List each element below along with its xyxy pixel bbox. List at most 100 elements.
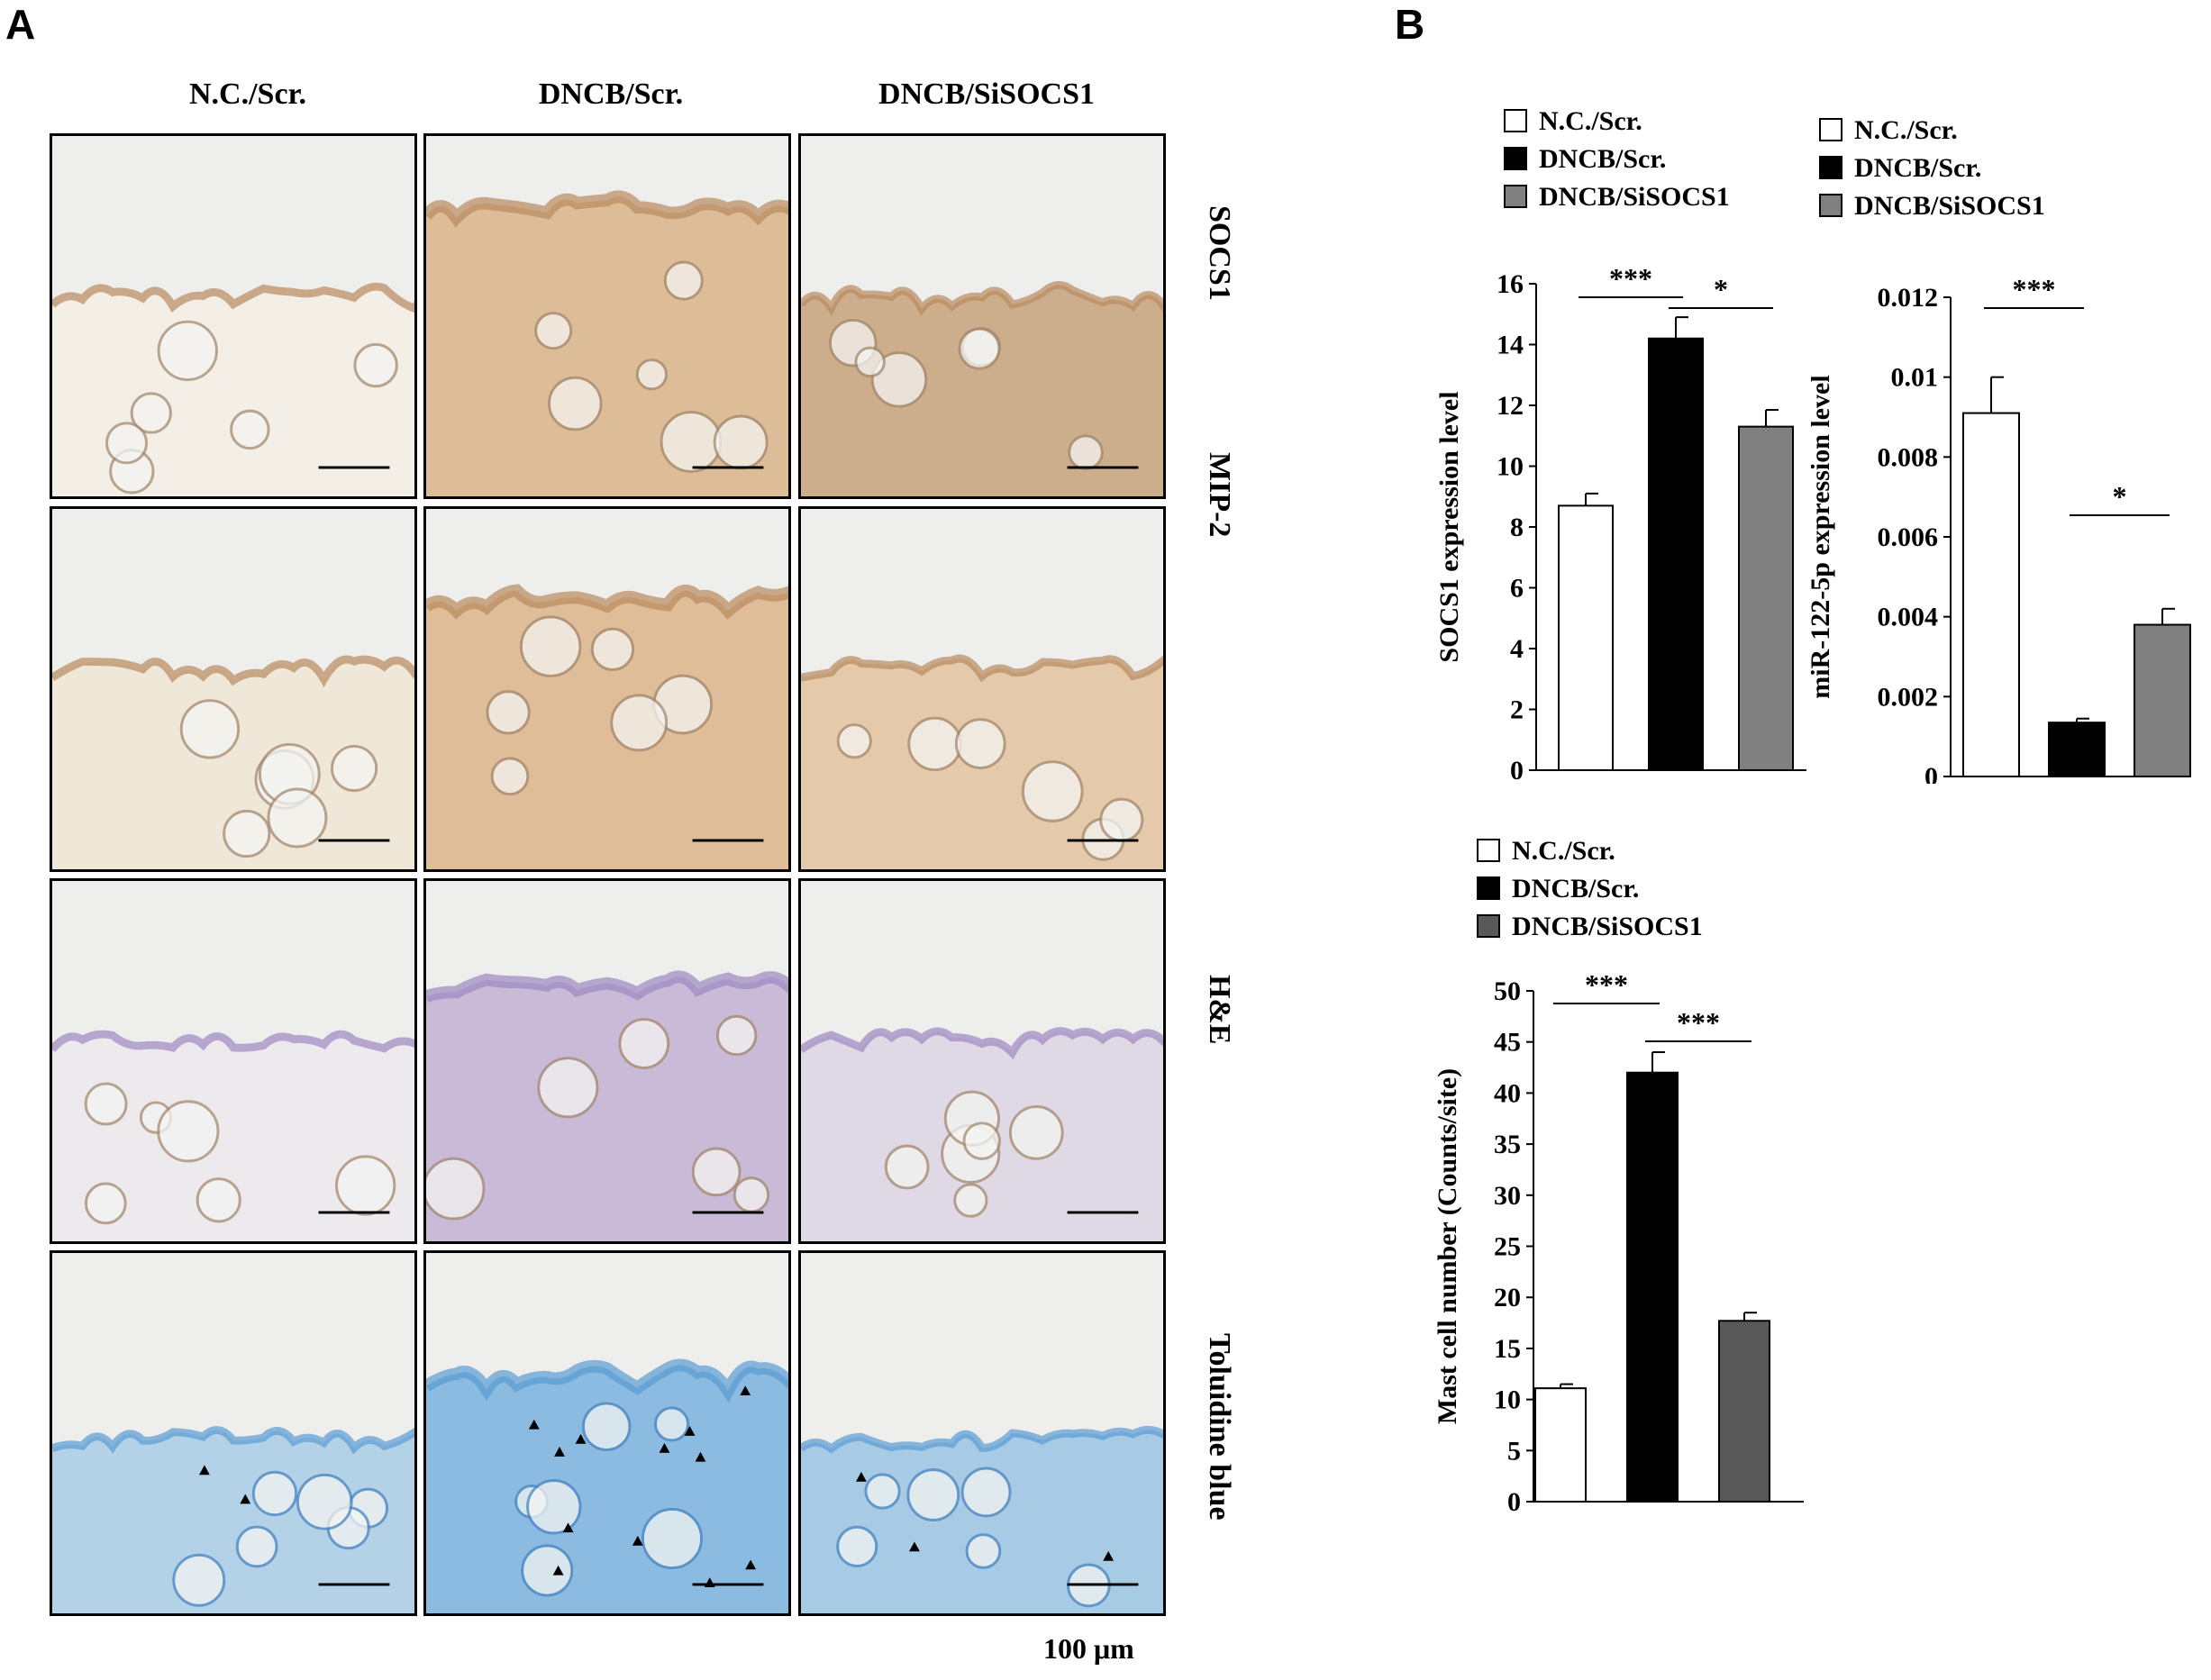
- mast-cell-arrowhead: [856, 1471, 867, 1482]
- y-axis-label: Mast cell number (Counts/site): [1433, 1068, 1462, 1424]
- row-label-socs1: SOCS1: [1203, 205, 1236, 301]
- mast-cell-arrowhead: [1103, 1550, 1115, 1561]
- mast-cell-arrowhead: [199, 1465, 210, 1476]
- significance-label: *: [1714, 273, 1728, 305]
- y-tick-label: 5: [1507, 1436, 1521, 1466]
- micrograph-tile: [50, 506, 417, 872]
- micrograph-tile: [50, 1250, 417, 1616]
- micrograph-tile: [423, 506, 791, 872]
- column-header-nc-scr: N.C./Scr.: [188, 77, 307, 111]
- mast-cell-arrowhead: [695, 1451, 706, 1462]
- bar: [1558, 504, 1614, 771]
- y-tick-label: 0: [1924, 762, 1938, 784]
- mast-cell-arrowhead: [240, 1494, 251, 1504]
- micrograph-tile: [50, 133, 417, 499]
- significance-label: *: [2113, 480, 2127, 513]
- bar: [1626, 1071, 1679, 1503]
- micrograph-tile: [423, 133, 791, 499]
- legend-swatch: [1819, 118, 1842, 141]
- legend-label: DNCB/SiSOCS1: [1539, 182, 1730, 212]
- y-tick-label: 0.004: [1878, 603, 1939, 632]
- significance-label: ***: [2013, 273, 2056, 305]
- legend-label: DNCB/SiSOCS1: [1512, 912, 1703, 941]
- mast-cell-arrowhead: [909, 1541, 920, 1552]
- legend-label: N.C./Scr.: [1539, 106, 1642, 136]
- y-tick-label: 20: [1494, 1283, 1521, 1312]
- row-label-he: H&E: [1203, 975, 1236, 1045]
- bar: [1648, 337, 1704, 771]
- y-tick-label: 14: [1497, 331, 1524, 360]
- micrograph-tile: [50, 878, 417, 1244]
- micrograph-tile: [798, 506, 1166, 872]
- y-tick-label: 0: [1510, 756, 1524, 784]
- legend-swatch: [1477, 839, 1500, 862]
- legend-label: DNCB/Scr.: [1854, 153, 1981, 183]
- micrograph-tile: [798, 1250, 1166, 1616]
- bar: [1738, 425, 1794, 771]
- micrograph-tile: [423, 878, 791, 1244]
- y-tick-label: 45: [1494, 1028, 1521, 1058]
- socs1-expression-chart: N.C./Scr. DNCB/Scr. DNCB/SiSOCS1 0 2 4 6 8 10 12 1…: [1434, 106, 1806, 784]
- bar: [1718, 1320, 1770, 1503]
- legend-swatch: [1504, 185, 1527, 208]
- mast-cell-arrowhead: [562, 1522, 574, 1533]
- mast-cell-arrowhead: [704, 1577, 715, 1588]
- legend-swatch: [1819, 194, 1842, 217]
- mast-cell-arrowhead: [745, 1559, 757, 1570]
- y-tick-label: 16: [1497, 269, 1524, 299]
- mast-cell-arrowhead: [552, 1565, 564, 1576]
- legend-label: DNCB/Scr.: [1539, 144, 1666, 174]
- y-tick-label: 25: [1494, 1232, 1521, 1262]
- significance-label: ***: [1609, 262, 1652, 295]
- y-axis-label: SOCS1 expression level: [1434, 391, 1464, 662]
- bar: [1962, 412, 2020, 777]
- bar: [2134, 623, 2191, 777]
- bar: [2048, 722, 2106, 778]
- column-header-dncb-scr: DNCB/Scr.: [538, 77, 684, 111]
- y-tick-label: 0.006: [1878, 522, 1939, 552]
- micrograph-tile: [798, 133, 1166, 499]
- y-tick-label: 0.012: [1878, 283, 1939, 313]
- mast-cell-arrowhead: [740, 1385, 751, 1396]
- bar: [1534, 1387, 1587, 1503]
- legend-label: DNCB/SiSOCS1: [1854, 191, 2045, 221]
- y-tick-label: 4: [1510, 634, 1524, 664]
- mast-cell-arrowhead: [659, 1442, 670, 1453]
- legend-swatch: [1819, 156, 1842, 179]
- legend-swatch: [1477, 914, 1500, 938]
- y-tick-label: 0.008: [1878, 442, 1939, 472]
- micrograph-tile: [798, 878, 1166, 1244]
- mir122-expression-chart: N.C./Scr. DNCB/Scr. DNCB/SiSOCS1 0 0.002 0.00…: [1811, 115, 2191, 784]
- y-tick-label: 35: [1494, 1130, 1521, 1159]
- y-tick-label: 0.01: [1891, 363, 1939, 393]
- mast-cell-arrowhead: [684, 1426, 696, 1436]
- scale-label: 100 μm: [1043, 1632, 1134, 1665]
- y-tick-label: 2: [1510, 695, 1524, 725]
- mast-cell-arrowhead: [632, 1535, 643, 1546]
- y-tick-label: 30: [1494, 1181, 1521, 1211]
- y-tick-label: 40: [1494, 1078, 1521, 1108]
- legend-label: N.C./Scr.: [1854, 115, 1958, 145]
- mast-cell-chart: N.C./Scr. DNCB/Scr. DNCB/SiSOCS1 0 5 10 15 20 25…: [1433, 836, 1804, 1517]
- legend-swatch: [1504, 147, 1527, 170]
- y-tick-label: 12: [1497, 391, 1524, 421]
- significance-label: ***: [1585, 968, 1628, 1001]
- y-tick-label: 15: [1494, 1334, 1521, 1364]
- micrograph-tile: [423, 1250, 791, 1616]
- y-tick-label: 10: [1497, 452, 1524, 482]
- y-tick-label: 0.002: [1878, 682, 1939, 712]
- y-axis-label: miR-122-5p expression level: [1811, 375, 1835, 698]
- row-label-mip2: MIP-2: [1203, 452, 1236, 538]
- legend-swatch: [1477, 876, 1500, 900]
- y-tick-label: 6: [1510, 574, 1524, 604]
- legend-swatch: [1504, 109, 1527, 132]
- y-tick-label: 0: [1507, 1487, 1521, 1517]
- y-tick-label: 10: [1494, 1385, 1521, 1415]
- panel-a-letter: A: [5, 1, 36, 48]
- column-header-dncb-sisocs1: DNCB/SiSOCS1: [878, 77, 1095, 111]
- mast-cell-arrowhead: [575, 1433, 587, 1444]
- mast-cell-arrowhead: [554, 1446, 565, 1457]
- legend-label: N.C./Scr.: [1512, 836, 1615, 866]
- legend-label: DNCB/Scr.: [1512, 874, 1639, 904]
- panel-b-letter: B: [1395, 1, 1425, 48]
